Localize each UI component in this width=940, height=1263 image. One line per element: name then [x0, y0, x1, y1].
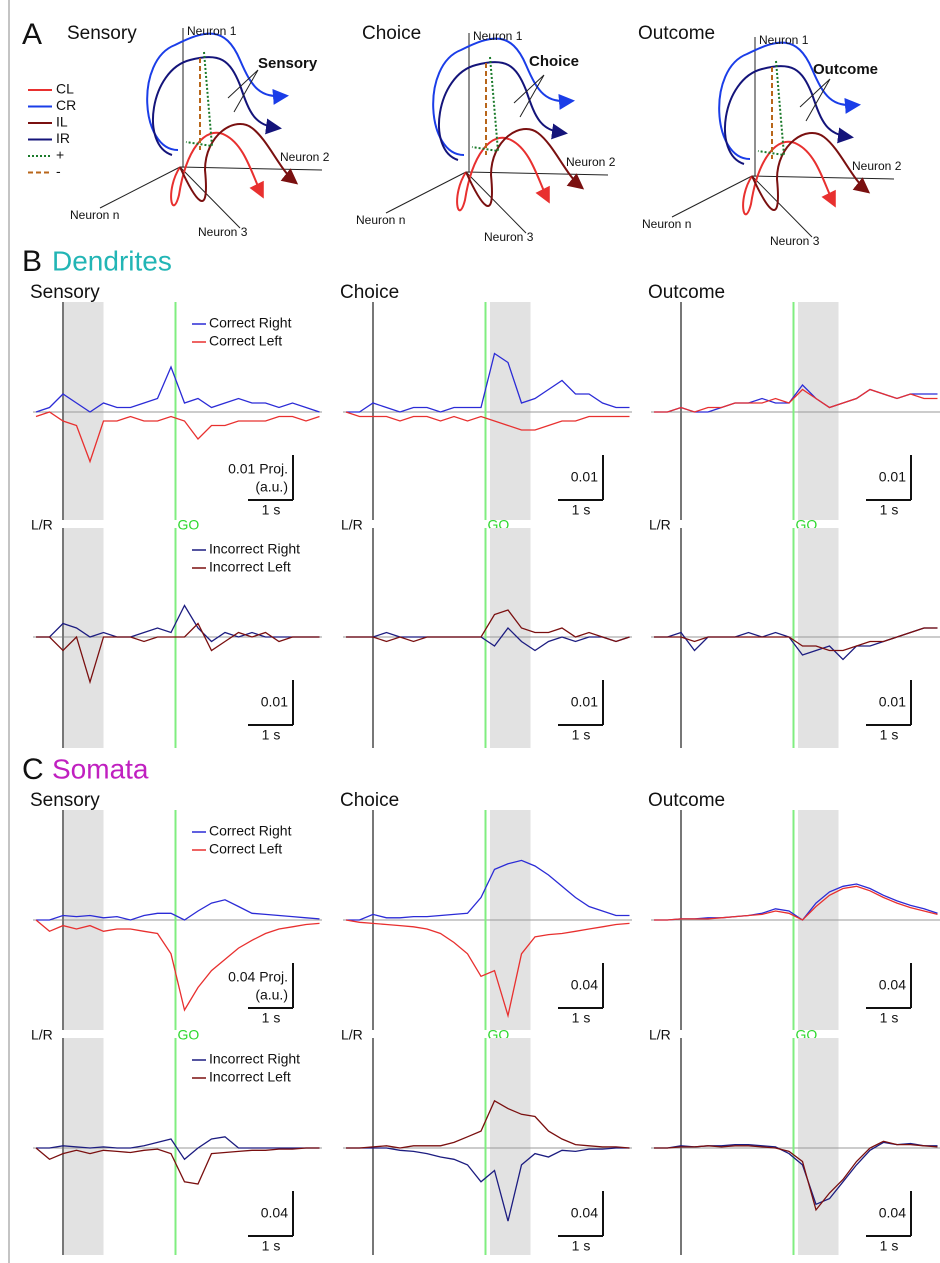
shade [490, 528, 531, 748]
shade [798, 302, 839, 520]
legend-label: Correct Right [209, 823, 292, 839]
scale-label: 0.01 [571, 694, 598, 710]
scale-time-label: 1 s [572, 727, 591, 743]
panel-label: C [22, 753, 44, 786]
diagram-title: Choice [362, 23, 421, 44]
scale-unit: (a.u.) [255, 479, 288, 495]
scale-unit: (a.u.) [255, 987, 288, 1003]
scale-label: 0.04 [879, 1205, 906, 1221]
axis-label: Neuron 1 [473, 29, 523, 43]
axis-label: Neuron n [356, 213, 405, 227]
axis-label: Neuron 2 [852, 159, 902, 173]
scale-label: 0.04 Proj. [228, 969, 288, 985]
go-label: GO [178, 1027, 200, 1043]
trace [346, 1101, 630, 1148]
shade [798, 1038, 839, 1255]
scale-time-label: 1 s [572, 502, 591, 518]
column-title: Outcome [648, 282, 725, 303]
scale-label: 0.01 [261, 694, 288, 710]
axis-label: Neuron 1 [759, 33, 809, 47]
column-title: Choice [340, 282, 399, 303]
diagram-title: Sensory [67, 23, 137, 44]
scale-time-label: 1 s [262, 502, 281, 518]
onset-label: L/R [31, 1027, 53, 1043]
scale-label: 0.01 [571, 469, 598, 485]
legend-label: Incorrect Right [209, 1051, 300, 1067]
go-label: GO [178, 517, 200, 533]
scale-label: 0.04 [261, 1205, 288, 1221]
legend-label: IL [56, 114, 68, 130]
trace [346, 628, 630, 651]
trace [346, 354, 630, 413]
axis-label: Neuron n [642, 217, 691, 231]
diagram-title: Outcome [638, 23, 715, 44]
scale-time-label: 1 s [572, 1010, 591, 1026]
axis-label: Neuron 2 [566, 155, 616, 169]
panel-title: Somata [52, 753, 149, 784]
scale-time-label: 1 s [572, 1238, 591, 1254]
scale-time-label: 1 s [880, 502, 899, 518]
scale-label: 0.01 Proj. [228, 461, 288, 477]
legend-label: CR [56, 97, 76, 113]
trace [346, 412, 630, 430]
onset-label: L/R [649, 1027, 671, 1043]
axis-label: Neuron 2 [280, 150, 330, 164]
scale-time-label: 1 s [262, 1238, 281, 1254]
trace [346, 860, 630, 920]
axis-label: Neuron 3 [484, 230, 534, 244]
scale-time-label: 1 s [262, 1010, 281, 1026]
column-title: Outcome [648, 790, 725, 811]
scale-label: 0.04 [571, 1205, 598, 1221]
legend-label: Incorrect Left [209, 559, 291, 575]
axis-label: Neuron 3 [198, 225, 248, 239]
trace [654, 628, 938, 660]
legend-label: Correct Left [209, 333, 282, 349]
legend-label: Correct Right [209, 315, 292, 331]
onset-label: L/R [341, 1027, 363, 1043]
legend-label: Incorrect Left [209, 1069, 291, 1085]
shade [490, 1038, 531, 1255]
arrow-label: Choice [529, 53, 579, 70]
column-title: Sensory [30, 790, 100, 811]
column-title: Sensory [30, 282, 100, 303]
scale-label: 0.04 [879, 977, 906, 993]
shade [798, 528, 839, 748]
trace [654, 1142, 938, 1204]
scale-time-label: 1 s [880, 727, 899, 743]
scale-time-label: 1 s [262, 727, 281, 743]
onset-label: L/R [341, 517, 363, 533]
scale-label: 0.01 [879, 469, 906, 485]
legend-label: IR [56, 130, 70, 146]
onset-label: L/R [31, 517, 53, 533]
legend-label: + [56, 147, 64, 163]
panel-title: Dendrites [52, 245, 172, 276]
trace [654, 1141, 938, 1210]
axis-label: Neuron n [70, 208, 119, 222]
column-title: Choice [340, 790, 399, 811]
axis-label: Neuron 3 [770, 234, 820, 248]
scale-label: 0.01 [879, 694, 906, 710]
scale-time-label: 1 s [880, 1010, 899, 1026]
axis-label: Neuron 1 [187, 24, 237, 38]
panel-label: A [22, 18, 42, 51]
legend-label: Incorrect Right [209, 541, 300, 557]
trace [654, 628, 938, 651]
arrow-label: Outcome [813, 61, 878, 78]
legend-label: Correct Left [209, 841, 282, 857]
shade [63, 302, 104, 520]
legend-label: CL [56, 81, 74, 97]
arrow-label: Sensory [258, 55, 318, 72]
legend-label: - [56, 163, 61, 179]
trace [346, 920, 630, 1016]
figure: A Sensory Sensory Neuron 1 Neuron 2 Neuron 3… [0, 0, 940, 1263]
onset-label: L/R [649, 517, 671, 533]
shade [63, 528, 104, 748]
scale-time-label: 1 s [880, 1238, 899, 1254]
shade [490, 302, 531, 520]
scale-label: 0.04 [571, 977, 598, 993]
trace [654, 390, 938, 413]
panel-label: B [22, 245, 42, 278]
